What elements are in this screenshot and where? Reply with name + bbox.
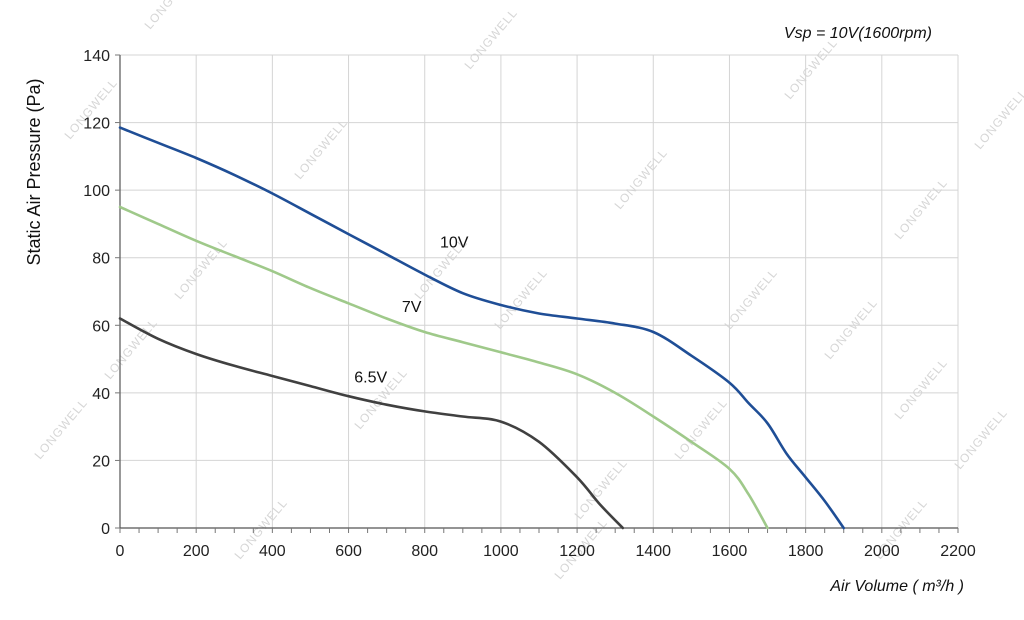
watermark-text: LONGWELL — [572, 456, 631, 522]
chart-title: Vsp = 10V(1600rpm) — [784, 25, 932, 42]
watermark-text: LONGWELL — [672, 396, 731, 462]
y-tick-label: 20 — [92, 453, 110, 470]
watermark-text: LONGWELL — [612, 146, 671, 212]
watermark-text: LONGWELL — [892, 356, 951, 422]
series-layer — [118, 126, 845, 530]
grid — [119, 54, 959, 529]
x-tick-label: 1800 — [788, 543, 824, 560]
x-tick-label: 0 — [116, 543, 125, 560]
watermark-text: LONGWELL — [822, 296, 881, 362]
y-tick-label: 120 — [83, 116, 110, 133]
x-tick-label: 800 — [411, 543, 438, 560]
y-axis-title: Static Air Pressure (Pa) — [24, 78, 44, 265]
x-tick-label: 400 — [259, 543, 286, 560]
x-tick-label: 1000 — [483, 543, 519, 560]
watermark-text: LONGWELL — [462, 6, 521, 72]
x-tick-label: 1600 — [712, 543, 748, 560]
x-axis-title: Air Volume ( m³/h ) — [829, 578, 964, 595]
series-label: 10V — [440, 235, 469, 252]
series-line-6-5v — [118, 317, 625, 530]
x-tick-label: 1400 — [635, 543, 671, 560]
y-tick-label: 0 — [101, 521, 110, 538]
watermark-text: LONGWELL — [972, 86, 1024, 152]
axes: 0 200 400 600 800 1000 1200 1400 1600 1800 2000 220… — [83, 48, 976, 560]
y-tick-label: 80 — [92, 251, 110, 268]
series-line-10v — [118, 126, 845, 530]
y-tick-label: 60 — [92, 318, 110, 335]
watermark-text: LONGWELL — [142, 0, 201, 32]
series-label: 6.5V — [354, 370, 387, 387]
watermark-text: LONGWELL — [722, 266, 781, 332]
series-line-7v — [118, 205, 769, 530]
y-tick-label: 100 — [83, 183, 110, 200]
series-label: 7V — [402, 299, 422, 316]
watermark-text: LONGWELL — [292, 116, 351, 182]
y-tick-label: 140 — [83, 48, 110, 65]
x-tick-label: 600 — [335, 543, 362, 560]
x-tick-label: 2000 — [864, 543, 900, 560]
x-tick-label: 200 — [183, 543, 210, 560]
watermark-text: LONGWELL — [892, 176, 951, 242]
watermark-text: LONGWELL — [782, 36, 841, 102]
watermark-text: LONGWELL — [32, 396, 91, 462]
y-tick-label: 40 — [92, 386, 110, 403]
watermark-text: LONGWELL — [172, 236, 231, 302]
watermark-text: LONGWELL — [492, 266, 551, 332]
x-tick-label: 2200 — [940, 543, 976, 560]
series-labels: 10V 7V 6.5V — [354, 235, 469, 387]
x-tick-label: 1200 — [559, 543, 595, 560]
watermark-text: LONGWELL — [952, 406, 1011, 472]
